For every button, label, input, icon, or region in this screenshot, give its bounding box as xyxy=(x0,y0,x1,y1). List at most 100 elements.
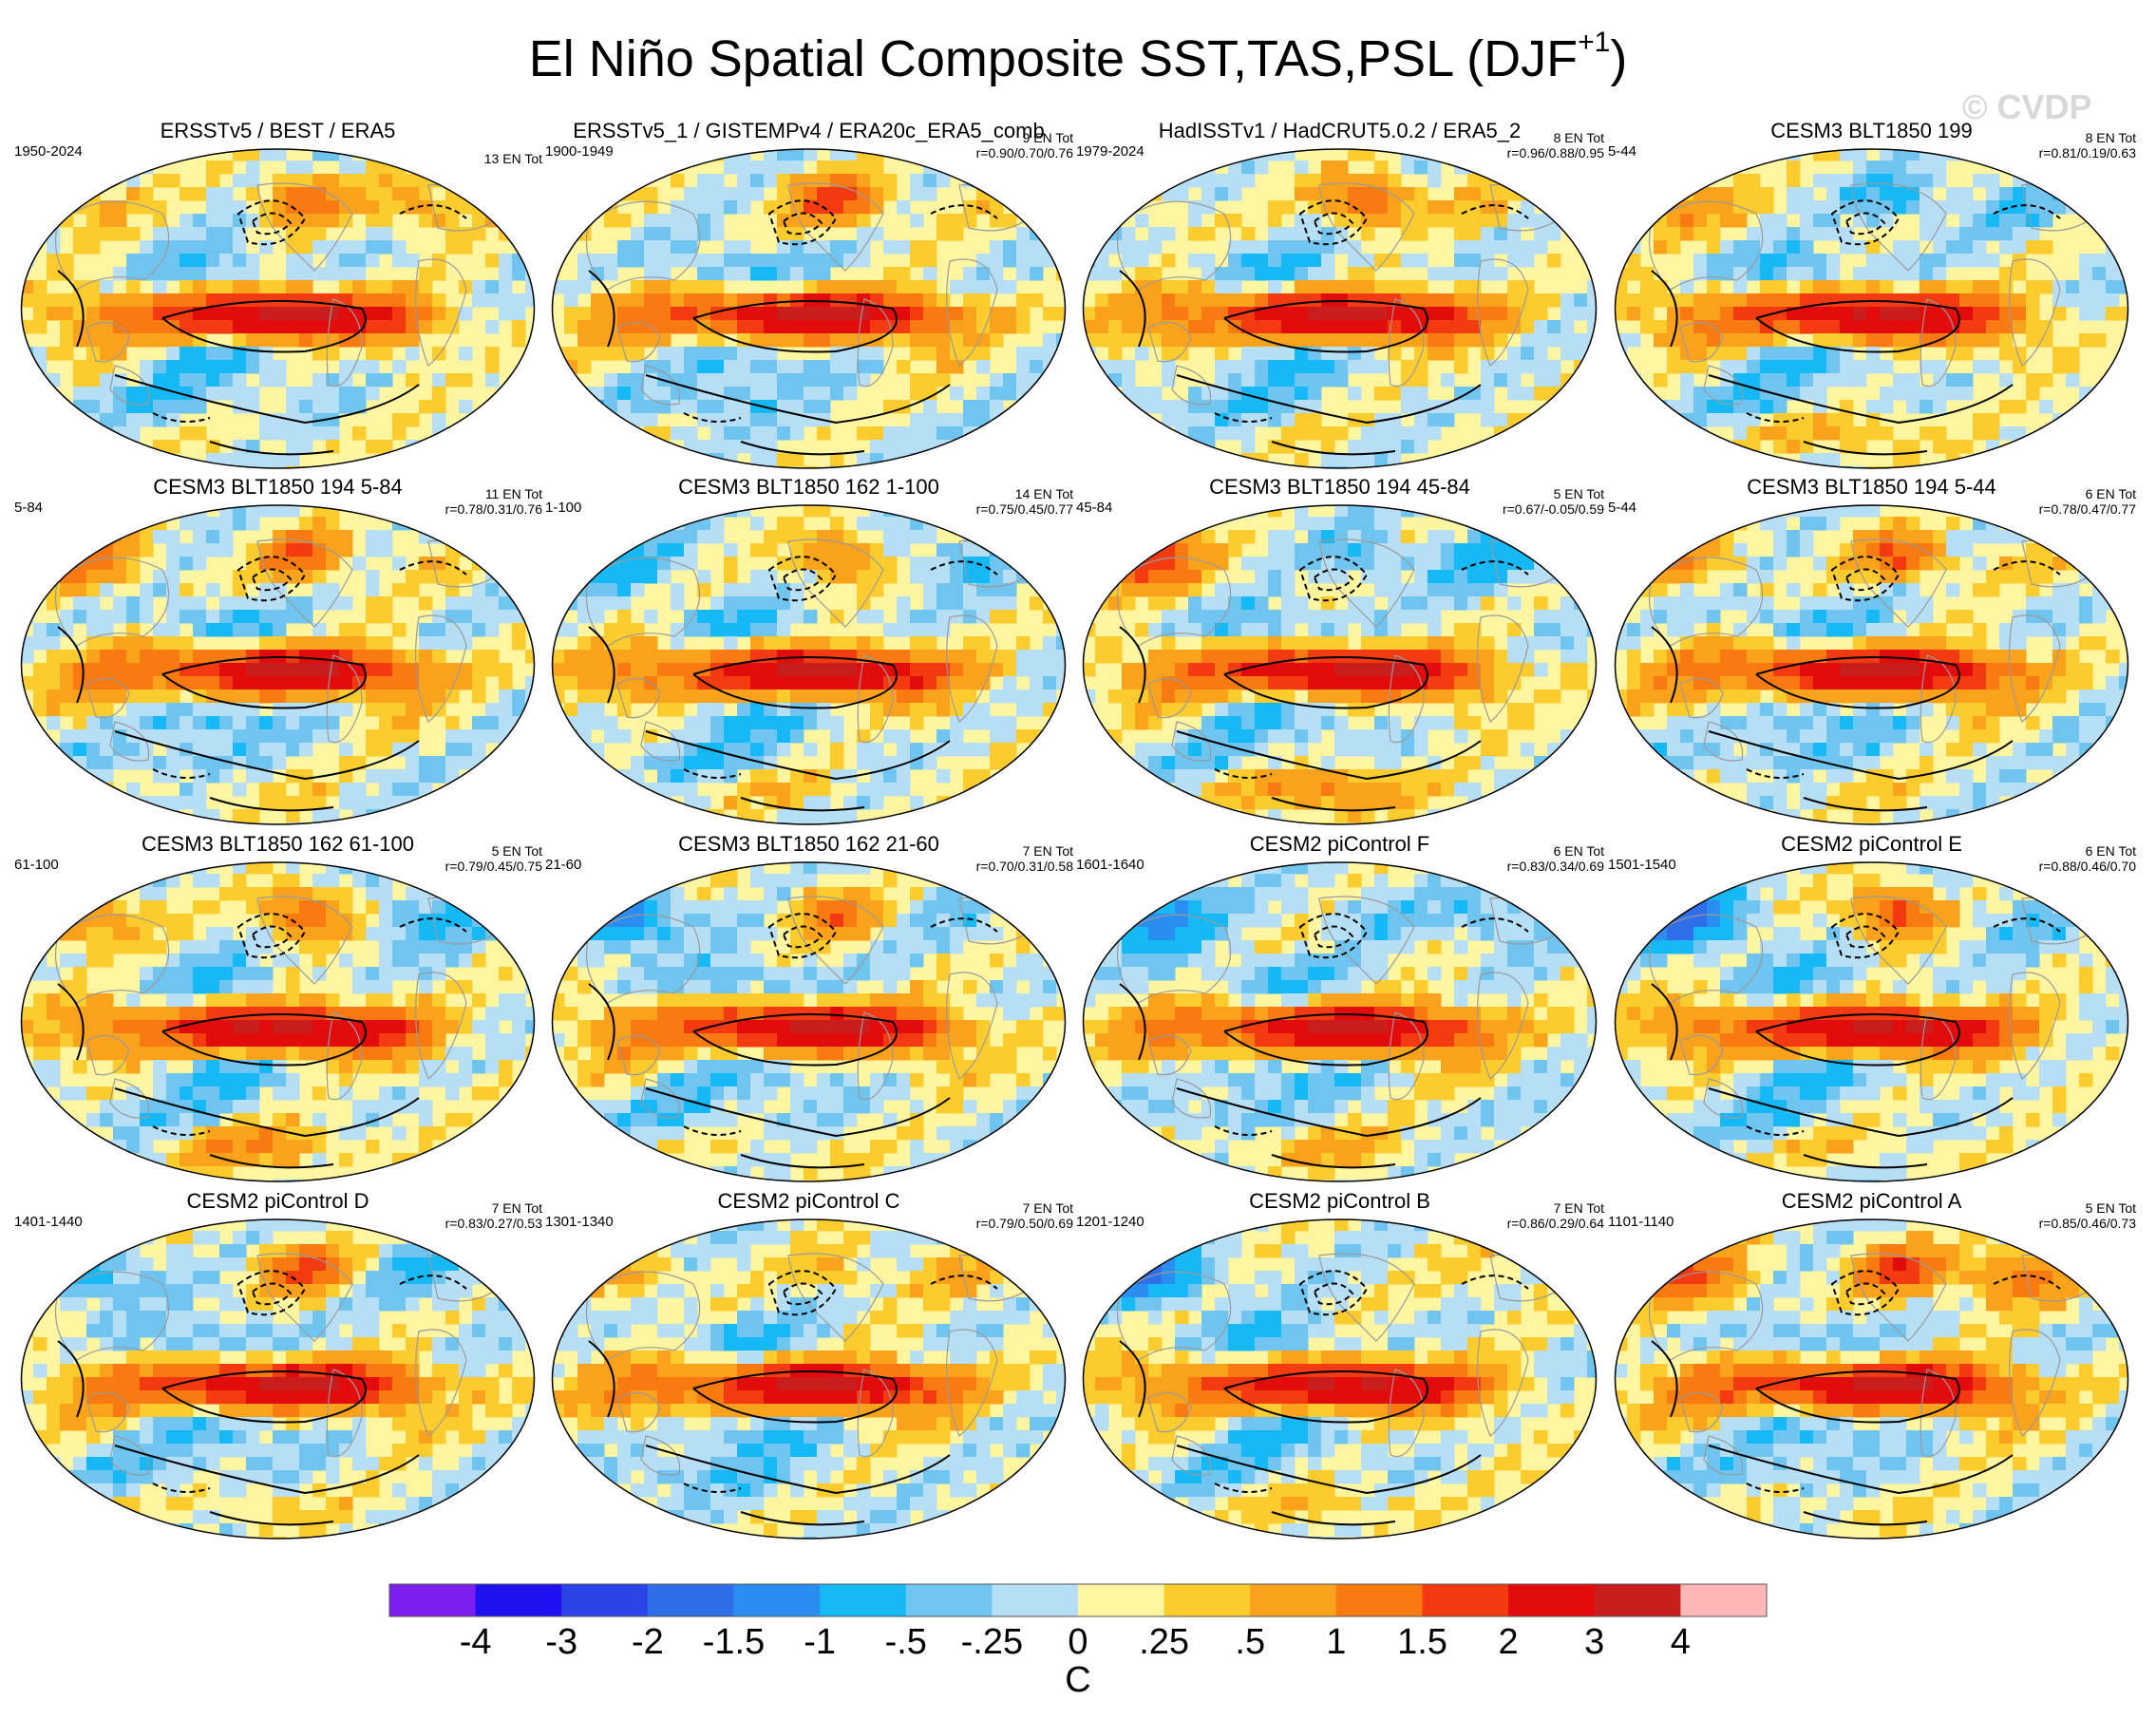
panel-pattern-correlation: r=0.85/0.46/0.73 xyxy=(2038,1216,2136,1231)
map-field xyxy=(551,1218,1067,1540)
colorbar-swatch xyxy=(992,1584,1079,1616)
panel-event-count: 13 EN Tot xyxy=(483,151,542,166)
map-field xyxy=(1614,861,2129,1182)
map-field xyxy=(551,148,1067,469)
map-panel: HadISSTv1 / HadCRUT5.0.2 / ERA5_2 1979-20… xyxy=(1071,119,1608,475)
panel-title: CESM3 BLT1850 194 45-84 xyxy=(1209,475,1470,499)
map-field xyxy=(20,148,536,469)
panel-years: 1950-2024 xyxy=(14,143,83,160)
colorbar-swatch xyxy=(820,1584,907,1616)
map-field xyxy=(1082,861,1598,1182)
panel-years: 1979-2024 xyxy=(1076,143,1144,160)
colorbar-swatch xyxy=(1335,1584,1423,1616)
colorbar-tick-label: .5 xyxy=(1235,1622,1266,1662)
panel-event-count: 5 EN Tot xyxy=(1553,486,1604,501)
colorbar-tick-label: 4 xyxy=(1670,1622,1691,1662)
panel-event-count: 9 EN Tot xyxy=(1022,130,1073,145)
panel-pattern-correlation: r=0.70/0.31/0.58 xyxy=(975,859,1073,874)
map-panel: CESM2 piControl C 1301-1340 7 EN Tot r=0.79… xyxy=(540,1189,1077,1545)
panel-title: CESM2 piControl C xyxy=(717,1189,900,1213)
panel-event-count: 7 EN Tot xyxy=(491,1200,542,1216)
colorbar-tick-label: 0 xyxy=(1068,1622,1088,1662)
panel-event-count: 6 EN Tot xyxy=(2085,486,2136,501)
panel-pattern-correlation: r=0.79/0.50/0.69 xyxy=(975,1216,1073,1231)
colorbar-tick-label: -1 xyxy=(804,1622,837,1662)
panel-event-count: 5 EN Tot xyxy=(2085,1200,2136,1216)
cvdp-watermark: © CVDP xyxy=(1962,87,2092,126)
panel-title: CESM3 BLT1850 194 5-44 xyxy=(1747,475,1996,499)
colorbar-tick-label: -.5 xyxy=(884,1622,927,1662)
map-panel: CESM3 BLT1850 162 61-100 61-100 5 EN Tot r=… xyxy=(9,832,546,1188)
map-panel: CESM2 piControl A 1101-1140 5 EN Tot r=0.85… xyxy=(1603,1189,2140,1545)
colorbar-swatch xyxy=(1508,1584,1596,1616)
panel-title: CESM3 BLT1850 162 21-60 xyxy=(678,832,939,856)
colorbar-swatch xyxy=(905,1584,993,1616)
map-field xyxy=(1082,504,1598,825)
colorbar-swatch xyxy=(733,1584,821,1616)
colorbar-tick-label: .25 xyxy=(1139,1622,1190,1662)
title-close: ) xyxy=(1610,30,1628,87)
panel-title: CESM3 BLT1850 194 5-84 xyxy=(153,475,403,499)
panel-years: 5-84 xyxy=(14,500,44,516)
title-text: El Niño Spatial Composite SST,TAS,PSL (D… xyxy=(528,30,1579,87)
panel-years: 1301-1340 xyxy=(545,1214,614,1230)
map-panel: ERSSTv5_1 / GISTEMPv4 / ERA20c_ERA5_comb… xyxy=(540,119,1077,475)
panel-event-count: 11 EN Tot xyxy=(484,486,542,501)
map-field xyxy=(1082,1218,1598,1540)
panel-pattern-correlation: r=0.96/0.88/0.95 xyxy=(1506,145,1604,161)
map-field xyxy=(1614,1218,2129,1540)
panel-event-count: 8 EN Tot xyxy=(1553,130,1604,145)
map-panel: CESM3 BLT1850 194 5-84 5-84 11 EN Tot r=0.7… xyxy=(9,475,546,831)
panel-pattern-correlation: r=0.78/0.47/0.77 xyxy=(2038,501,2136,517)
colorbar-swatch xyxy=(1163,1584,1251,1616)
panel-years: 1900-1949 xyxy=(545,143,614,160)
colorbar-tick-label: 1 xyxy=(1326,1622,1347,1662)
map-field xyxy=(551,861,1067,1182)
panel-pattern-correlation: r=0.90/0.70/0.76 xyxy=(975,145,1073,161)
panel-pattern-correlation: r=0.88/0.46/0.70 xyxy=(2038,859,2136,874)
panel-years: 1-100 xyxy=(545,500,582,516)
colorbar-tick-label: -4 xyxy=(459,1622,492,1662)
map-panel: CESM2 piControl B 1201-1240 7 EN Tot r=0.86… xyxy=(1071,1189,1608,1545)
panel-years: 1101-1140 xyxy=(1608,1214,1674,1230)
panel-event-count: 14 EN Tot xyxy=(1014,486,1073,501)
panel-pattern-correlation: r=0.79/0.45/0.75 xyxy=(444,859,542,874)
panel-event-count: 6 EN Tot xyxy=(1553,843,1604,859)
panel-years: 5-44 xyxy=(1608,500,1637,516)
panel-pattern-correlation: r=0.81/0.19/0.63 xyxy=(2038,145,2136,161)
panel-pattern-correlation: r=0.67/-0.05/0.59 xyxy=(1502,501,1604,517)
figure-title: El Niño Spatial Composite SST,TAS,PSL (D… xyxy=(0,27,2156,88)
panel-pattern-correlation: r=0.75/0.45/0.77 xyxy=(975,501,1073,517)
map-panel: CESM2 piControl E 1501-1540 6 EN Tot r=0.88… xyxy=(1603,832,2140,1188)
map-panel: CESM3 BLT1850 162 21-60 21-60 7 EN Tot r=0.… xyxy=(540,832,1077,1188)
colorbar-swatch xyxy=(1422,1584,1509,1616)
panel-pattern-correlation: r=0.83/0.27/0.53 xyxy=(444,1216,542,1231)
colorbar-swatch xyxy=(1250,1584,1337,1616)
panel-years: 61-100 xyxy=(14,857,59,873)
panel-years: 45-84 xyxy=(1076,500,1113,516)
panel-event-count: 8 EN Tot xyxy=(2085,130,2136,145)
colorbar-tick-label: -3 xyxy=(545,1622,578,1662)
colorbar-tick-label: 1.5 xyxy=(1397,1622,1447,1662)
panel-years: 1401-1440 xyxy=(14,1214,83,1230)
panel-title: CESM2 piControl F xyxy=(1249,832,1430,856)
panel-years: 1501-1540 xyxy=(1608,857,1676,873)
panel-title: CESM2 piControl B xyxy=(1249,1189,1430,1213)
map-panel: ERSSTv5 / BEST / ERA5 1950-2024 13 EN Tot xyxy=(9,119,546,475)
colorbar-swatch xyxy=(475,1584,562,1616)
colorbar-tick-label: -2 xyxy=(631,1622,664,1662)
map-field xyxy=(20,861,536,1182)
map-panel: CESM3 BLT1850 194 45-84 45-84 5 EN Tot r=0.… xyxy=(1071,475,1608,831)
map-panel: CESM2 piControl D 1401-1440 7 EN Tot r=0.83… xyxy=(9,1189,546,1545)
map-field xyxy=(20,504,536,825)
map-panel: CESM3 BLT1850 199 5-44 8 EN Tot r=0.81/0.19… xyxy=(1603,119,2140,475)
map-panel: CESM3 BLT1850 162 1-100 1-100 14 EN Tot r=0… xyxy=(540,475,1077,831)
panel-years: 1601-1640 xyxy=(1076,857,1144,873)
panel-event-count: 7 EN Tot xyxy=(1553,1200,1604,1216)
panel-title: CESM3 BLT1850 199 xyxy=(1770,119,1973,142)
map-panel: CESM2 piControl F 1601-1640 6 EN Tot r=0.83… xyxy=(1071,832,1608,1188)
panel-title: ERSSTv5 / BEST / ERA5 xyxy=(160,119,396,142)
colorbar-tick-label: -1.5 xyxy=(702,1622,766,1662)
panel-title: CESM3 BLT1850 162 61-100 xyxy=(142,832,414,856)
map-field xyxy=(1614,148,2129,469)
